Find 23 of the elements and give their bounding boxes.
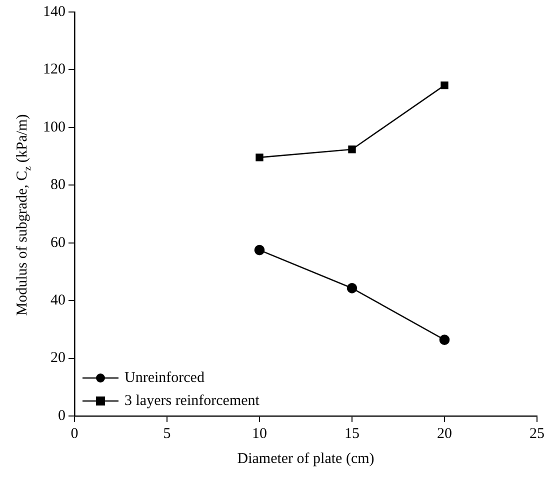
x-tick-label: 20 [437,426,452,442]
x-tick-label: 25 [530,426,544,442]
y-tick-label: 140 [43,4,66,20]
y-tick-label: 120 [43,62,66,78]
y-tick-label: 0 [58,408,66,424]
point [439,334,450,345]
y-tick-label: 80 [50,177,66,194]
x-axis-title: Diameter of plate (cm) [237,450,374,467]
point [348,146,356,154]
y-tick-label: 40 [50,292,66,309]
y-tick-label: 60 [50,234,66,251]
point [256,154,264,162]
legend-label: Unreinforced [124,370,205,386]
point [254,244,265,256]
y-tick-label: 20 [50,350,66,366]
x-tick-label: 0 [70,426,78,442]
x-tick-label: 10 [252,426,267,442]
y-tick-label: 100 [43,119,66,136]
legend-label: 3 layers reinforcement [124,392,260,409]
point [346,283,358,294]
point [440,81,448,90]
x-tick-label: 5 [163,426,171,442]
x-tick-label: 15 [344,426,360,442]
